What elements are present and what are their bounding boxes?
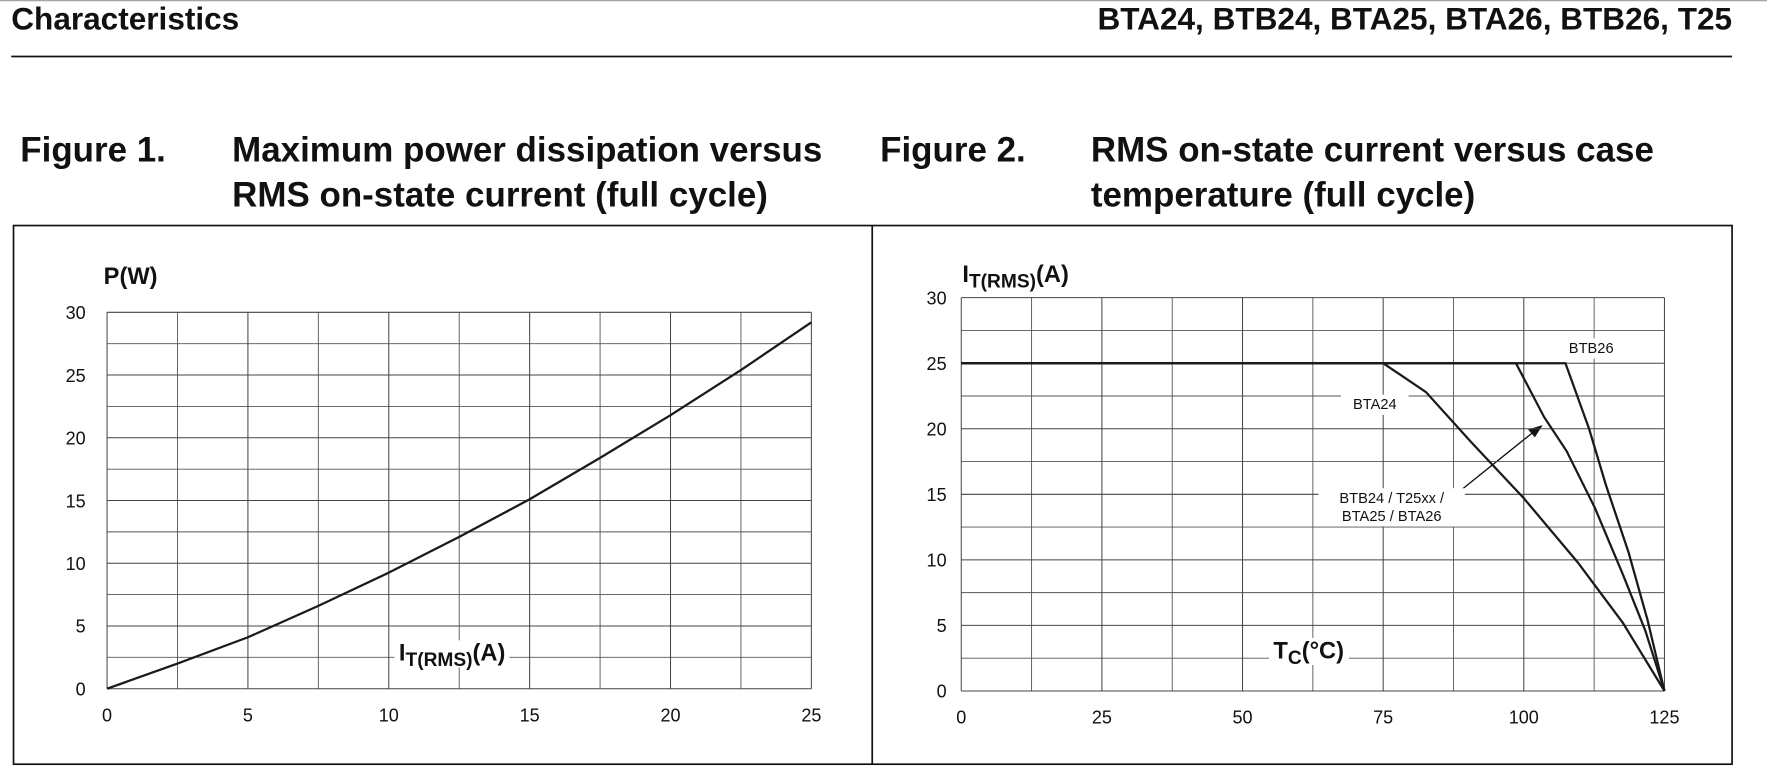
y-tick-label: 5 bbox=[76, 617, 86, 637]
x-label-wrap-box: IT(RMS)(A) bbox=[394, 640, 619, 671]
y-tick-label: 15 bbox=[927, 485, 947, 505]
series-label: BTB26 bbox=[1557, 338, 1626, 359]
x-tick-label: 100 bbox=[1509, 708, 1539, 728]
x-tick-label: 75 bbox=[1373, 708, 1393, 728]
series-label-box: BTB26 bbox=[1557, 338, 1626, 359]
label-sub: T(RMS) bbox=[968, 270, 1037, 293]
y-tick-label: 20 bbox=[927, 420, 947, 440]
data-line bbox=[961, 362, 1666, 692]
part-numbers: BTA24, BTB24, BTA25, BTA26, BTB26, T25 bbox=[1097, 0, 1732, 36]
x-label-wrap: IT(RMS)(A) bbox=[394, 640, 619, 671]
y-label-wrap: P(W) bbox=[99, 263, 324, 291]
data-line bbox=[961, 362, 1666, 692]
figure-label-box: Figure 1. bbox=[20, 129, 166, 170]
label-main: I bbox=[962, 261, 969, 288]
series-label: BTB24 / T25xx / BTA25 / BTA26 bbox=[1318, 488, 1465, 527]
label-main: I bbox=[398, 640, 406, 667]
figure-label: Figure 1. bbox=[20, 129, 166, 170]
label-unit: (A) bbox=[1036, 261, 1069, 288]
axis-label: TC(°C) bbox=[1268, 637, 1349, 669]
axis-label: IT(RMS)(A) bbox=[394, 640, 510, 671]
series-label: BTA24 bbox=[1341, 394, 1409, 415]
figure-title: Maximum power dissipation versus RMS on-… bbox=[232, 129, 823, 215]
x-tick-label: 10 bbox=[379, 705, 399, 725]
x-tick-label: 5 bbox=[243, 705, 253, 725]
y-label-wrap-box: P(W) bbox=[99, 263, 324, 291]
label-unit: (A) bbox=[472, 640, 506, 667]
x-tick-label: 25 bbox=[801, 705, 821, 725]
label-unit: (°C) bbox=[1301, 637, 1345, 664]
x-tick-label: 0 bbox=[956, 708, 966, 728]
data-line bbox=[961, 362, 1666, 692]
y-tick-label: 30 bbox=[66, 303, 86, 323]
x-tick-label: 0 bbox=[102, 705, 112, 725]
arrow-head bbox=[1528, 425, 1543, 438]
x-label-wrap: TC(°C) bbox=[1268, 637, 1494, 669]
y-tick-label: 10 bbox=[66, 554, 86, 574]
figure-title-box: RMS on-state current versus case tempera… bbox=[1090, 129, 1654, 215]
x-tick-label: 20 bbox=[660, 705, 680, 725]
label-main: T bbox=[1273, 637, 1288, 664]
series-label-box: BTB24 / T25xx / BTA25 / BTA26 bbox=[1318, 488, 1465, 527]
x-label-wrap-box: TC(°C) bbox=[1268, 637, 1494, 669]
figure-title-box: Maximum power dissipation versus RMS on-… bbox=[232, 129, 823, 215]
y-tick-label: 0 bbox=[76, 679, 86, 699]
axis-label: P(W) bbox=[99, 263, 163, 291]
figure-label-box: Figure 2. bbox=[880, 129, 1026, 170]
y-tick-label: 20 bbox=[66, 429, 86, 449]
section-title: Characteristics bbox=[11, 0, 239, 36]
x-tick-label: 125 bbox=[1649, 708, 1679, 728]
y-tick-label: 25 bbox=[66, 366, 86, 386]
series-label-box: BTA24 bbox=[1341, 394, 1409, 415]
x-tick-label: 15 bbox=[520, 705, 540, 725]
axis-label: IT(RMS)(A) bbox=[957, 261, 1074, 293]
label-sub: C bbox=[1287, 647, 1302, 669]
y-tick-label: 25 bbox=[927, 354, 947, 374]
y-tick-label: 0 bbox=[937, 682, 947, 702]
x-tick-label: 50 bbox=[1233, 708, 1253, 728]
figure-label: Figure 2. bbox=[880, 129, 1026, 170]
y-tick-label: 5 bbox=[937, 616, 947, 636]
y-tick-label: 30 bbox=[927, 288, 947, 308]
y-tick-label: 15 bbox=[66, 491, 86, 511]
y-label-wrap-box: IT(RMS)(A) bbox=[957, 261, 1183, 293]
y-label-wrap: IT(RMS)(A) bbox=[957, 261, 1183, 293]
x-tick-label: 25 bbox=[1092, 708, 1112, 728]
figure-title: RMS on-state current versus case tempera… bbox=[1090, 129, 1654, 215]
data-line bbox=[106, 321, 813, 690]
y-tick-label: 10 bbox=[927, 551, 947, 571]
label-sub: T(RMS) bbox=[405, 649, 473, 671]
